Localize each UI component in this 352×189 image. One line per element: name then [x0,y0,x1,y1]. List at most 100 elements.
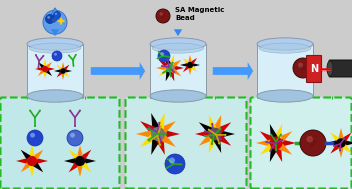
FancyBboxPatch shape [150,44,206,96]
Circle shape [270,134,272,136]
Polygon shape [33,162,43,172]
Polygon shape [81,150,91,160]
Polygon shape [191,58,197,64]
Circle shape [160,140,162,143]
Polygon shape [342,144,352,154]
Polygon shape [61,74,65,80]
Polygon shape [172,68,181,76]
Circle shape [156,9,170,23]
Circle shape [298,63,303,67]
Circle shape [161,52,164,56]
Circle shape [309,139,312,142]
FancyBboxPatch shape [257,44,313,96]
Polygon shape [46,62,52,68]
Polygon shape [183,66,189,72]
Polygon shape [49,8,62,19]
Circle shape [165,154,185,174]
Polygon shape [69,162,79,172]
Circle shape [29,110,31,112]
Circle shape [147,139,150,141]
FancyBboxPatch shape [0,98,119,188]
Circle shape [165,64,175,72]
Circle shape [280,134,282,136]
Polygon shape [278,131,292,143]
Circle shape [172,62,174,64]
Polygon shape [331,132,340,142]
Circle shape [163,15,165,16]
Ellipse shape [27,38,83,50]
Polygon shape [29,145,35,156]
Polygon shape [43,72,47,79]
Polygon shape [69,150,79,160]
Polygon shape [199,134,213,146]
Circle shape [74,125,76,127]
Polygon shape [46,70,52,76]
Circle shape [161,14,162,15]
Polygon shape [166,55,171,65]
Circle shape [219,138,221,140]
Polygon shape [326,140,337,146]
Circle shape [301,69,303,71]
Ellipse shape [259,43,311,53]
Circle shape [333,145,335,147]
Circle shape [187,62,193,68]
Polygon shape [77,145,83,156]
Polygon shape [174,65,184,70]
Polygon shape [195,130,209,138]
Polygon shape [16,158,27,164]
Polygon shape [64,158,76,164]
Circle shape [148,126,150,129]
Polygon shape [84,158,96,164]
Polygon shape [151,113,160,129]
Polygon shape [166,71,171,81]
Polygon shape [33,150,43,160]
Polygon shape [199,122,213,134]
Polygon shape [270,147,278,162]
Polygon shape [159,60,168,68]
Circle shape [54,53,57,56]
Polygon shape [151,139,160,155]
Polygon shape [57,65,62,70]
Circle shape [165,133,167,135]
Polygon shape [61,62,65,68]
Polygon shape [57,72,62,77]
Polygon shape [270,124,278,139]
Circle shape [204,130,206,132]
Circle shape [336,138,346,148]
Circle shape [174,71,175,73]
Circle shape [162,72,164,74]
Circle shape [158,122,161,124]
Circle shape [68,55,70,56]
Circle shape [75,54,77,55]
Circle shape [27,130,43,146]
Circle shape [270,137,282,149]
Circle shape [30,133,35,138]
Circle shape [293,58,313,78]
Ellipse shape [257,90,313,102]
Polygon shape [218,122,231,134]
Circle shape [149,140,151,142]
Circle shape [161,65,163,67]
Circle shape [168,56,170,57]
Circle shape [70,133,75,138]
Polygon shape [161,121,176,134]
Polygon shape [156,139,165,155]
Ellipse shape [150,38,206,50]
Polygon shape [57,16,65,26]
Circle shape [73,65,74,67]
Circle shape [204,135,206,137]
Polygon shape [21,150,31,160]
Polygon shape [191,66,197,72]
Circle shape [211,123,213,125]
Polygon shape [172,60,181,68]
Polygon shape [64,72,69,77]
FancyBboxPatch shape [27,44,83,96]
FancyBboxPatch shape [251,98,352,188]
Circle shape [218,143,220,145]
Polygon shape [278,143,292,155]
Polygon shape [43,59,47,66]
Circle shape [211,143,213,145]
Circle shape [34,125,36,127]
Circle shape [159,125,162,128]
Polygon shape [260,131,274,143]
